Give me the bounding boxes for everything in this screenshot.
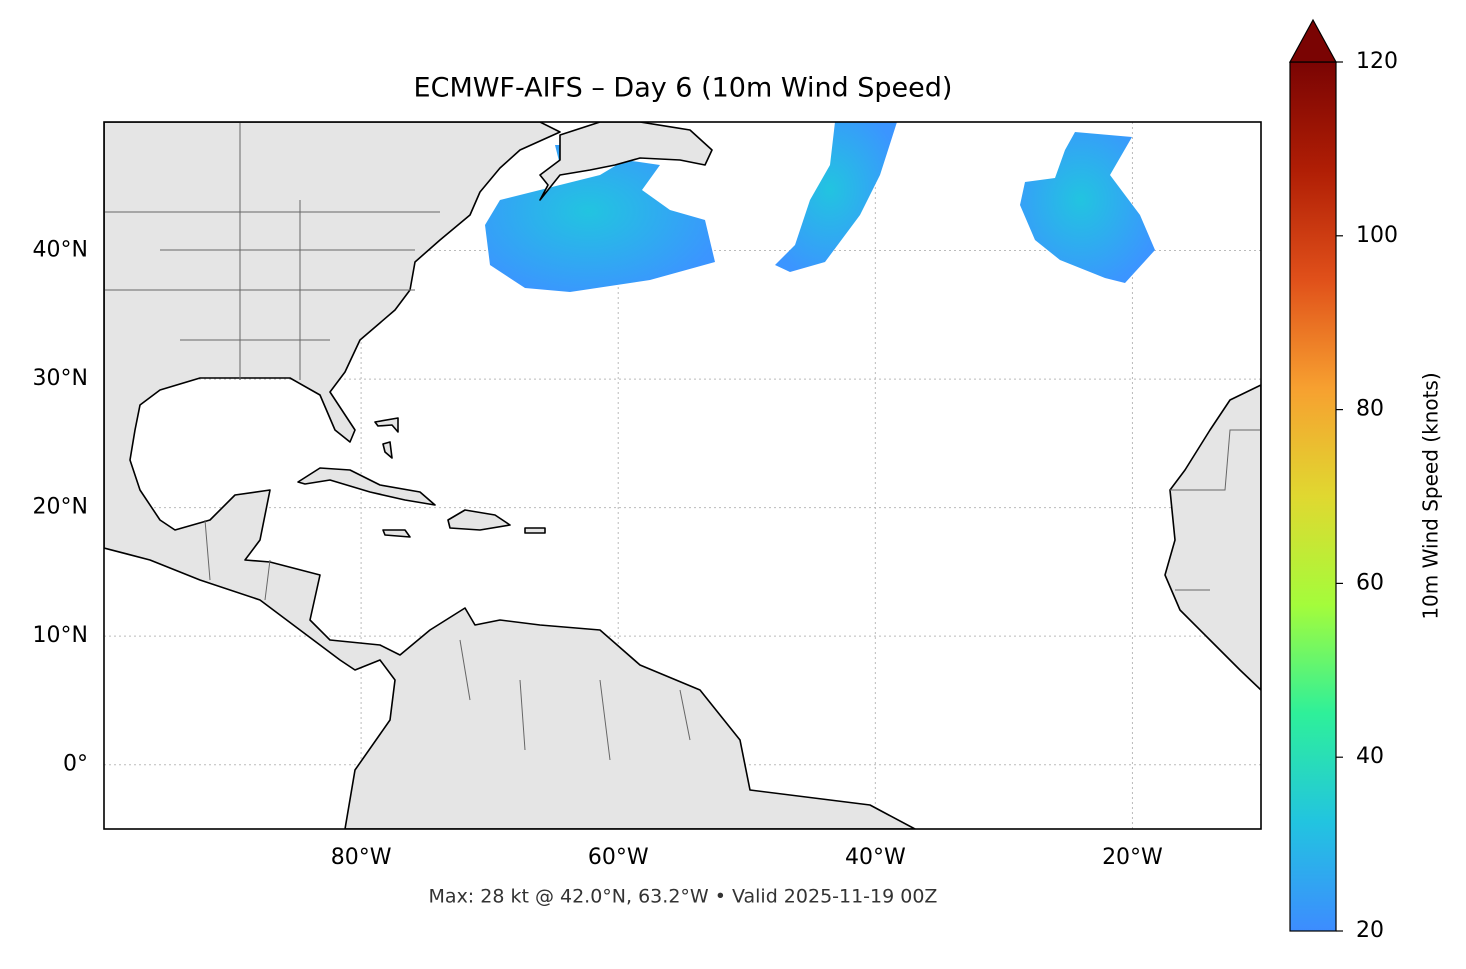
bahamas [374,417,399,459]
colorbar-tick-label: 80 [1356,397,1384,422]
puerto-rico [524,527,546,534]
africa [1164,384,1261,691]
hispaniola [447,509,511,531]
colorbar-tick-label: 60 [1356,570,1384,595]
x-tick-label: 80°W [331,845,392,870]
colorbar: 10m Wind Speed (knots) 20 40 60 80 100 120 [1288,18,1443,943]
colorbar-extend [1288,18,1338,63]
y-tick-label: 30°N [33,366,88,391]
map [104,122,1261,829]
colorbar-body [1289,61,1337,932]
x-tick-label: 60°W [588,845,649,870]
borders [104,122,1261,761]
colorbar-tick-label: 40 [1356,744,1384,769]
chart-title: ECMWF-AIFS – Day 6 (10m Wind Speed) [414,73,953,104]
colorbar-tick-label: 100 [1356,223,1398,248]
x-tick-label: 20°W [1102,845,1163,870]
x-tick-label: 40°W [845,845,906,870]
canada-maritimes [539,122,713,201]
y-tick-label: 40°N [33,238,88,263]
map-frame [103,121,1262,830]
colorbar-tick-label: 120 [1356,49,1398,74]
americas [104,122,916,829]
colorbar-label: 10m Wind Speed (knots) [1419,372,1443,619]
cuba [297,467,436,506]
chart-subtitle: Max: 28 kt @ 42.0°N, 63.2°W • Valid 2025… [429,886,938,908]
wind-area [775,122,897,272]
y-tick-label: 10°N [33,623,88,648]
axes: 80°W 60°W 40°W 20°W 0° 10°N 20°N 30°N 40°N [33,238,1164,870]
wind-area [485,145,715,292]
jamaica [382,529,411,538]
y-tick-label: 0° [63,752,88,777]
colorbar-tick-label: 20 [1356,918,1384,943]
wind-area [1020,132,1155,283]
y-tick-label: 20°N [33,495,88,520]
